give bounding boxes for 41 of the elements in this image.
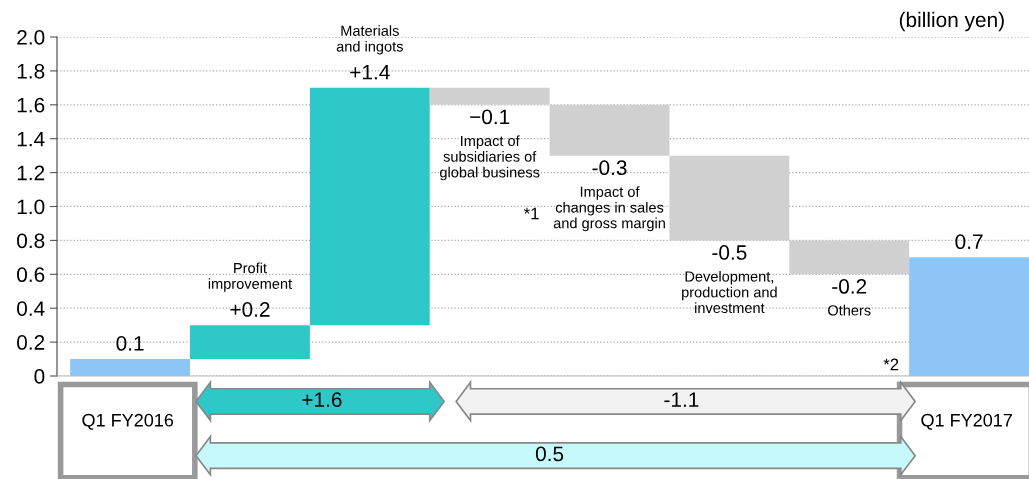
x-tick-label: Q1 FY2017 — [921, 413, 1012, 430]
y-tick-label: 0.4 — [17, 301, 45, 316]
bar — [190, 325, 310, 360]
data-label: +1.4 — [350, 65, 390, 80]
x-tick-label: Development, production and investment — [682, 270, 777, 314]
x-tick-label: Impact of subsidiaries of global business — [440, 135, 540, 181]
x-tick-label: Profit improvement — [208, 262, 292, 292]
data-label: -0.2 — [832, 279, 867, 294]
data-label: +0.2 — [230, 302, 270, 317]
y-tick-label: 0.6 — [17, 267, 45, 283]
bar — [669, 155, 790, 241]
data-label: -0.3 — [592, 160, 627, 176]
bar — [309, 87, 430, 326]
text: -1.1 — [664, 392, 699, 407]
text: (billion yen) — [899, 11, 1004, 32]
data-label: 0.7 — [955, 234, 983, 250]
x-tick-label: Impact of changes in sales and gross margin — [553, 186, 665, 232]
text: 0.5 — [535, 446, 564, 462]
y-tick-label: 0.2 — [17, 335, 45, 350]
bar — [70, 359, 191, 376]
y-tick-label: 1.6 — [17, 97, 45, 113]
x-tick-label: Materials and ingots — [336, 25, 403, 55]
annotation: *1 — [524, 207, 539, 220]
y-tick-label: 0 — [34, 369, 45, 384]
data-label: −0.1 — [470, 109, 510, 125]
y-tick-label: 1.4 — [17, 131, 45, 147]
y-tick-label: 1.2 — [17, 165, 45, 181]
y-tick-label: 1.0 — [17, 199, 45, 215]
bar — [549, 104, 670, 156]
y-tick-label: 2.0 — [17, 30, 45, 45]
annotation: *2 — [883, 358, 899, 371]
text: +1.6 — [302, 392, 342, 408]
x-tick-label: Others — [828, 304, 871, 316]
x-tick-label: Q1 FY2016 — [82, 413, 174, 430]
data-label: 0.1 — [116, 336, 144, 351]
bar — [429, 87, 550, 105]
y-tick-label: 1.8 — [17, 63, 45, 79]
data-label: -0.5 — [712, 245, 747, 260]
y-tick-label: 0.8 — [17, 233, 45, 249]
bar — [909, 257, 1029, 376]
bar — [789, 240, 910, 275]
